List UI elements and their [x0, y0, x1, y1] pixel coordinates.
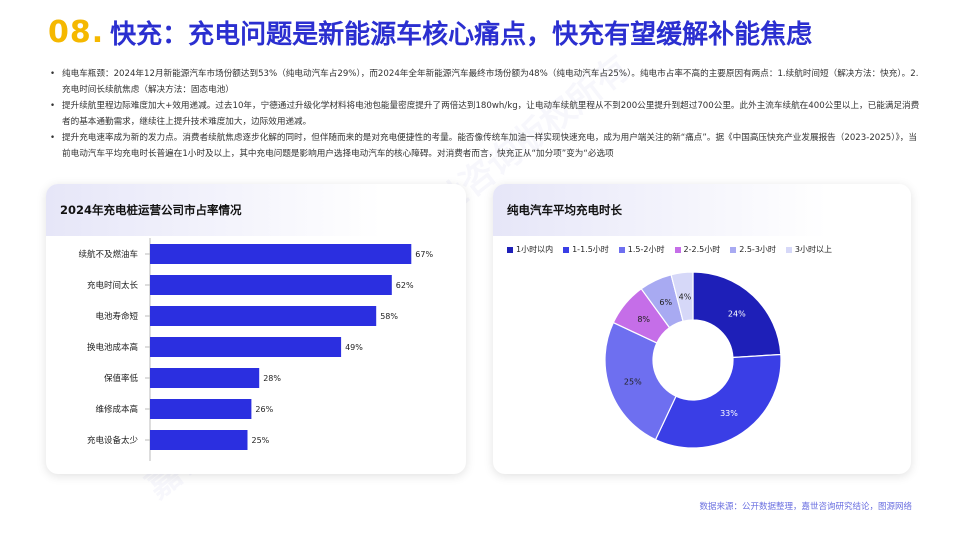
bullet-item: 提升续航里程边际难度加大+效用递减。过去10年，宁德通过升级化学材料将电池包能量… — [50, 98, 920, 130]
source-note: 数据来源：公开数据整理，嘉世咨询研究结论，图源网络 — [699, 502, 912, 512]
legend-item: 1-1.5小时 — [563, 244, 609, 255]
legend-swatch — [730, 246, 737, 253]
bar-value-label: 58% — [380, 312, 398, 321]
legend-label: 3小时以上 — [794, 245, 832, 254]
bar-category-label: 维修成本高 — [95, 404, 138, 415]
page-title: 08. 快充：充电问题是新能源车核心痛点，快充有望缓解补能焦虑 — [48, 14, 812, 50]
donut-slice — [654, 353, 782, 449]
legend-swatch — [618, 246, 625, 253]
bar — [150, 368, 260, 388]
legend-item: 2-2.5小时 — [674, 244, 721, 255]
donut-slice-label: 33% — [720, 409, 738, 418]
legend-item: 3小时以上 — [785, 244, 832, 255]
bullet-item: 纯电车瓶颈：2024年12月新能源汽车市场份额达到53%（纯电动汽车占29%），… — [50, 66, 920, 98]
legend-swatch — [563, 246, 570, 253]
donut-slice-label: 25% — [624, 378, 642, 387]
bar-value-label: 28% — [263, 374, 281, 383]
legend-swatch — [674, 246, 681, 253]
bar — [150, 399, 252, 419]
legend-swatch — [507, 246, 513, 253]
bar — [150, 244, 412, 264]
legend-item: 1小时以内 — [507, 244, 553, 255]
bullet-item: 提升充电速率成为新的发力点。消费者续航焦虑逐步化解的同时，但伴随而来的是对充电便… — [50, 130, 920, 162]
title-number: 08. — [48, 14, 105, 50]
bar-value-label: 67% — [415, 250, 433, 259]
bar-category-label: 换电池成本高 — [87, 342, 138, 353]
donut-slice — [670, 271, 694, 322]
donut-slice-label: 6% — [659, 298, 672, 307]
legend-item: 2.5-3小时 — [730, 244, 776, 255]
legend-label: 2-2.5小时 — [683, 245, 721, 254]
bar-category-label: 保值率低 — [104, 373, 139, 384]
bar — [150, 430, 248, 450]
legend-label: 1小时以内 — [516, 245, 554, 254]
bar-value-label: 62% — [396, 281, 414, 290]
bar-chart-title: 2024年充电桩运营公司市占率情况 — [46, 184, 466, 236]
donut-slice-label: 24% — [728, 309, 746, 318]
donut-chart-title: 纯电汽车平均充电时长 — [493, 184, 911, 236]
bar-category-label: 充电设备太少 — [87, 435, 139, 446]
donut-slice — [692, 271, 782, 359]
bar-category-label: 充电时间太长 — [87, 280, 139, 291]
legend-item: 1.5-2小时 — [618, 244, 665, 255]
bar-category-label: 续航不及燃油车 — [78, 249, 138, 260]
donut-slice — [604, 321, 677, 441]
bar — [150, 306, 377, 326]
donut-slice-label: 8% — [637, 315, 650, 324]
legend-label: 2.5-3小时 — [739, 245, 776, 254]
bar-category-label: 电池寿命短 — [95, 311, 138, 322]
bar-value-label: 49% — [345, 343, 363, 352]
bar-value-label: 25% — [252, 436, 270, 445]
bar-chart-card: 2024年充电桩运营公司市占率情况 续航不及燃油车 67% 充电时间太长 62% 电池寿… — [46, 184, 466, 474]
title-text: 快充：充电问题是新能源车核心痛点，快充有望缓解补能焦虑 — [110, 19, 813, 50]
donut-legend: 1小时以内 1-1.5小时 1.5-2小时 2-2.5小时 2.5-3小时 3小时以上 — [507, 244, 832, 255]
bullet-list: 纯电车瓶颈：2024年12月新能源汽车市场份额达到53%（纯电动汽车占29%），… — [50, 66, 920, 162]
bar — [150, 337, 342, 357]
legend-label: 1-1.5小时 — [572, 245, 609, 254]
donut-chart: 24% 33% 25% 8% 6% 4% — [604, 271, 782, 449]
bar — [150, 275, 392, 295]
donut-slice-label: 4% — [679, 293, 692, 302]
legend-label: 1.5-2小时 — [627, 245, 665, 254]
bar-value-label: 26% — [255, 405, 273, 414]
legend-swatch — [785, 246, 792, 253]
donut-chart-card: 纯电汽车平均充电时长 1小时以内 1-1.5小时 1.5-2小时 2-2.5小时 2.5… — [493, 184, 911, 474]
bar-chart: 续航不及燃油车 67% 充电时间太长 62% 电池寿命短 58% 换电池成本高 49% 保值率低… — [78, 238, 433, 461]
